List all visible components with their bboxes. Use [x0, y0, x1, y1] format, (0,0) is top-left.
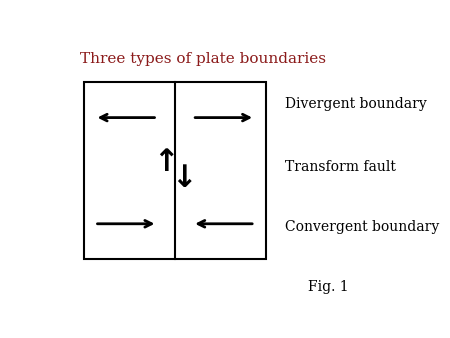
Bar [84, 82, 266, 259]
Text: Three types of plate boundaries: Three types of plate boundaries [80, 52, 326, 66]
Text: ↑: ↑ [153, 148, 179, 177]
Text: Divergent boundary: Divergent boundary [285, 97, 427, 111]
Text: ↓: ↓ [171, 164, 196, 193]
Text: Convergent boundary: Convergent boundary [285, 220, 439, 234]
Text: Transform fault: Transform fault [285, 160, 396, 174]
Text: Fig. 1: Fig. 1 [308, 280, 349, 293]
